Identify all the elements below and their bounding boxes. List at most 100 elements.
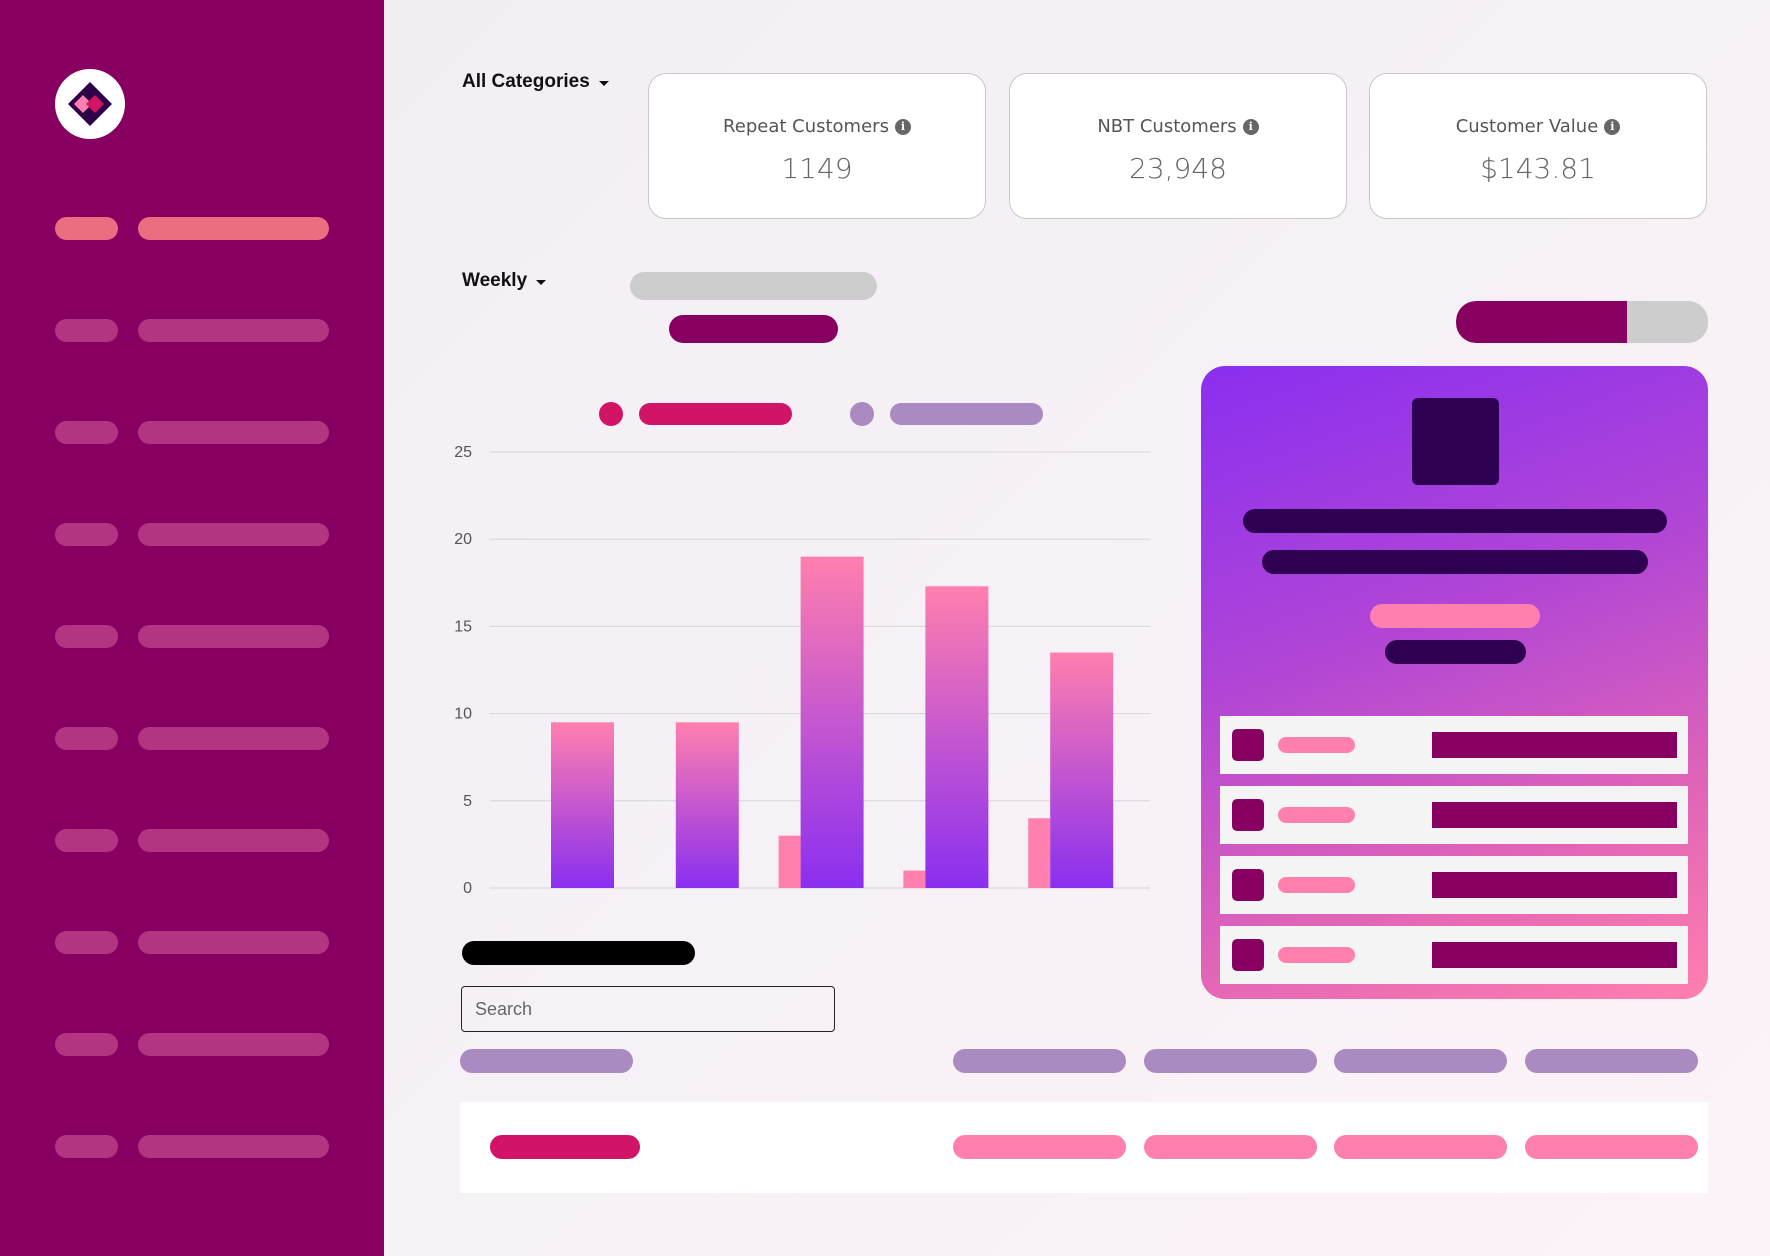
sidebar-item-label xyxy=(138,319,329,342)
diamond-logo-icon xyxy=(68,82,112,126)
list-item-value xyxy=(1432,872,1677,898)
list-item[interactable] xyxy=(1220,856,1688,914)
list-item[interactable] xyxy=(1220,786,1688,844)
caret-down-icon xyxy=(536,279,547,285)
bar-series-2[interactable] xyxy=(675,722,739,888)
kpi-title: NBT Customers xyxy=(1097,116,1237,137)
table-cell xyxy=(1334,1135,1507,1159)
legend-label-series-1 xyxy=(639,403,792,425)
table-cell xyxy=(953,1135,1126,1159)
bar-series-2[interactable] xyxy=(1050,652,1114,888)
search-input[interactable] xyxy=(461,986,835,1032)
sidebar-item-5[interactable] xyxy=(0,617,384,657)
bar-series-1[interactable] xyxy=(778,835,801,888)
sidebar-item-8[interactable] xyxy=(0,923,384,963)
list-item[interactable] xyxy=(1220,926,1688,984)
category-dropdown[interactable]: All Categories xyxy=(462,71,609,93)
legend-dot-series-2 xyxy=(850,402,874,426)
sidebar-item-9[interactable] xyxy=(0,1025,384,1065)
y-tick-label: 0 xyxy=(463,880,472,897)
kpi-card-nbt-customers: NBT Customers i 23,948 xyxy=(1009,73,1347,219)
sidebar-item-label xyxy=(138,625,329,648)
category-dropdown-label: All Categories xyxy=(462,71,590,92)
feature-title-line-2 xyxy=(1262,550,1648,574)
table-row[interactable] xyxy=(460,1102,1708,1193)
view-toggle[interactable] xyxy=(1456,301,1708,343)
bar-chart: 0 5 10 15 20 25 xyxy=(454,444,1150,897)
sidebar-item-3[interactable] xyxy=(0,413,384,453)
sidebar-item-10[interactable] xyxy=(0,1127,384,1167)
table-header-cell[interactable] xyxy=(1525,1049,1698,1073)
list-item-label xyxy=(1278,947,1355,963)
view-toggle-fill xyxy=(1456,301,1627,343)
feature-title-line-1 xyxy=(1243,509,1667,533)
sidebar-item-4[interactable] xyxy=(0,515,384,555)
feature-tag xyxy=(1370,604,1540,628)
sidebar-item-1[interactable] xyxy=(0,209,384,249)
caret-down-icon xyxy=(598,80,609,86)
bar-series-2[interactable] xyxy=(800,556,864,888)
list-item-icon xyxy=(1232,939,1264,971)
table-header-cell[interactable] xyxy=(1144,1049,1317,1073)
list-item-value xyxy=(1432,732,1677,758)
sidebar-item-icon xyxy=(55,625,118,648)
list-item[interactable] xyxy=(1220,716,1688,774)
feature-card xyxy=(1201,366,1708,999)
sidebar-item-label xyxy=(138,421,329,444)
sidebar-item-label xyxy=(138,217,329,240)
kpi-card-customer-value: Customer Value i $143.81 xyxy=(1369,73,1707,219)
kpi-title: Customer Value xyxy=(1455,116,1599,137)
sidebar-item-icon xyxy=(55,523,118,546)
sidebar-item-icon xyxy=(55,931,118,954)
table-header-cell[interactable] xyxy=(1334,1049,1507,1073)
feature-avatar xyxy=(1412,398,1499,485)
list-item-icon xyxy=(1232,869,1264,901)
bar-series-2[interactable] xyxy=(925,586,989,888)
y-tick-label: 15 xyxy=(454,618,472,635)
sidebar-item-icon xyxy=(55,1135,118,1158)
y-tick-label: 25 xyxy=(454,444,472,461)
feature-action[interactable] xyxy=(1385,640,1526,664)
legend-dot-series-1 xyxy=(599,402,623,426)
info-icon[interactable]: i xyxy=(894,118,911,135)
sidebar-item-icon xyxy=(55,217,118,240)
list-item-label xyxy=(1278,737,1355,753)
app-logo[interactable] xyxy=(55,69,125,139)
sidebar-item-7[interactable] xyxy=(0,821,384,861)
table-cell xyxy=(1144,1135,1317,1159)
legend-label-series-2 xyxy=(890,403,1043,425)
bar-series-2[interactable] xyxy=(551,722,614,888)
y-tick-label: 20 xyxy=(454,531,472,548)
period-dropdown-label: Weekly xyxy=(462,270,528,291)
list-item-icon xyxy=(1232,729,1264,761)
list-item-label xyxy=(1278,807,1355,823)
sidebar-item-label xyxy=(138,931,329,954)
table-header-cell[interactable] xyxy=(460,1049,633,1073)
kpi-value: 1149 xyxy=(781,152,853,185)
y-tick-label: 10 xyxy=(454,706,472,723)
list-item-label xyxy=(1278,877,1355,893)
list-item-value xyxy=(1432,942,1677,968)
info-icon[interactable]: i xyxy=(1242,118,1259,135)
sidebar-item-icon xyxy=(55,727,118,750)
bar-series-1[interactable] xyxy=(903,870,926,888)
kpi-card-repeat-customers: Repeat Customers i 1149 xyxy=(648,73,986,219)
table-section-title xyxy=(462,941,695,965)
table-header-cell[interactable] xyxy=(953,1049,1126,1073)
list-item-icon xyxy=(1232,799,1264,831)
bar-series-1[interactable] xyxy=(1028,818,1051,888)
table-cell xyxy=(1525,1135,1698,1159)
sidebar-item-label xyxy=(138,727,329,750)
sidebar-item-6[interactable] xyxy=(0,719,384,759)
sidebar-item-2[interactable] xyxy=(0,311,384,351)
kpi-value: $143.81 xyxy=(1480,152,1596,185)
kpi-value: 23,948 xyxy=(1129,152,1227,185)
kpi-title: Repeat Customers xyxy=(723,116,889,137)
list-item-value xyxy=(1432,802,1677,828)
y-tick-label: 5 xyxy=(463,793,472,810)
period-dropdown[interactable]: Weekly xyxy=(462,270,547,292)
info-icon[interactable]: i xyxy=(1604,118,1621,135)
table-cell-primary xyxy=(490,1135,640,1159)
chart-subtitle-placeholder xyxy=(669,315,838,343)
sidebar-item-label xyxy=(138,1135,329,1158)
